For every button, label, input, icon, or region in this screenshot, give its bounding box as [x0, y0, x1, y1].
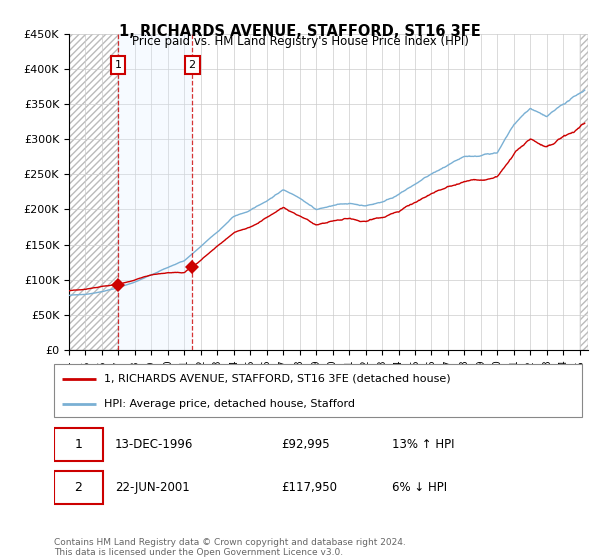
Text: 2: 2: [188, 60, 196, 70]
Text: 13-DEC-1996: 13-DEC-1996: [115, 438, 193, 451]
Text: Contains HM Land Registry data © Crown copyright and database right 2024.
This d: Contains HM Land Registry data © Crown c…: [54, 538, 406, 557]
Text: £92,995: £92,995: [281, 438, 329, 451]
Text: 13% ↑ HPI: 13% ↑ HPI: [392, 438, 454, 451]
Text: 6% ↓ HPI: 6% ↓ HPI: [392, 482, 447, 494]
FancyBboxPatch shape: [54, 472, 103, 505]
Text: 22-JUN-2001: 22-JUN-2001: [115, 482, 190, 494]
Text: 1, RICHARDS AVENUE, STAFFORD, ST16 3FE (detached house): 1, RICHARDS AVENUE, STAFFORD, ST16 3FE (…: [104, 374, 451, 384]
Text: 1: 1: [115, 60, 121, 70]
Text: 2: 2: [74, 482, 82, 494]
Bar: [69, 34, 118, 350]
Text: HPI: Average price, detached house, Stafford: HPI: Average price, detached house, Staf…: [104, 399, 355, 409]
Text: 1, RICHARDS AVENUE, STAFFORD, ST16 3FE: 1, RICHARDS AVENUE, STAFFORD, ST16 3FE: [119, 24, 481, 39]
Text: Price paid vs. HM Land Registry's House Price Index (HPI): Price paid vs. HM Land Registry's House …: [131, 35, 469, 48]
FancyBboxPatch shape: [54, 364, 582, 417]
Bar: [580, 34, 588, 350]
Bar: [118, 34, 192, 350]
Text: £117,950: £117,950: [281, 482, 337, 494]
FancyBboxPatch shape: [54, 428, 103, 461]
Text: 1: 1: [74, 438, 82, 451]
